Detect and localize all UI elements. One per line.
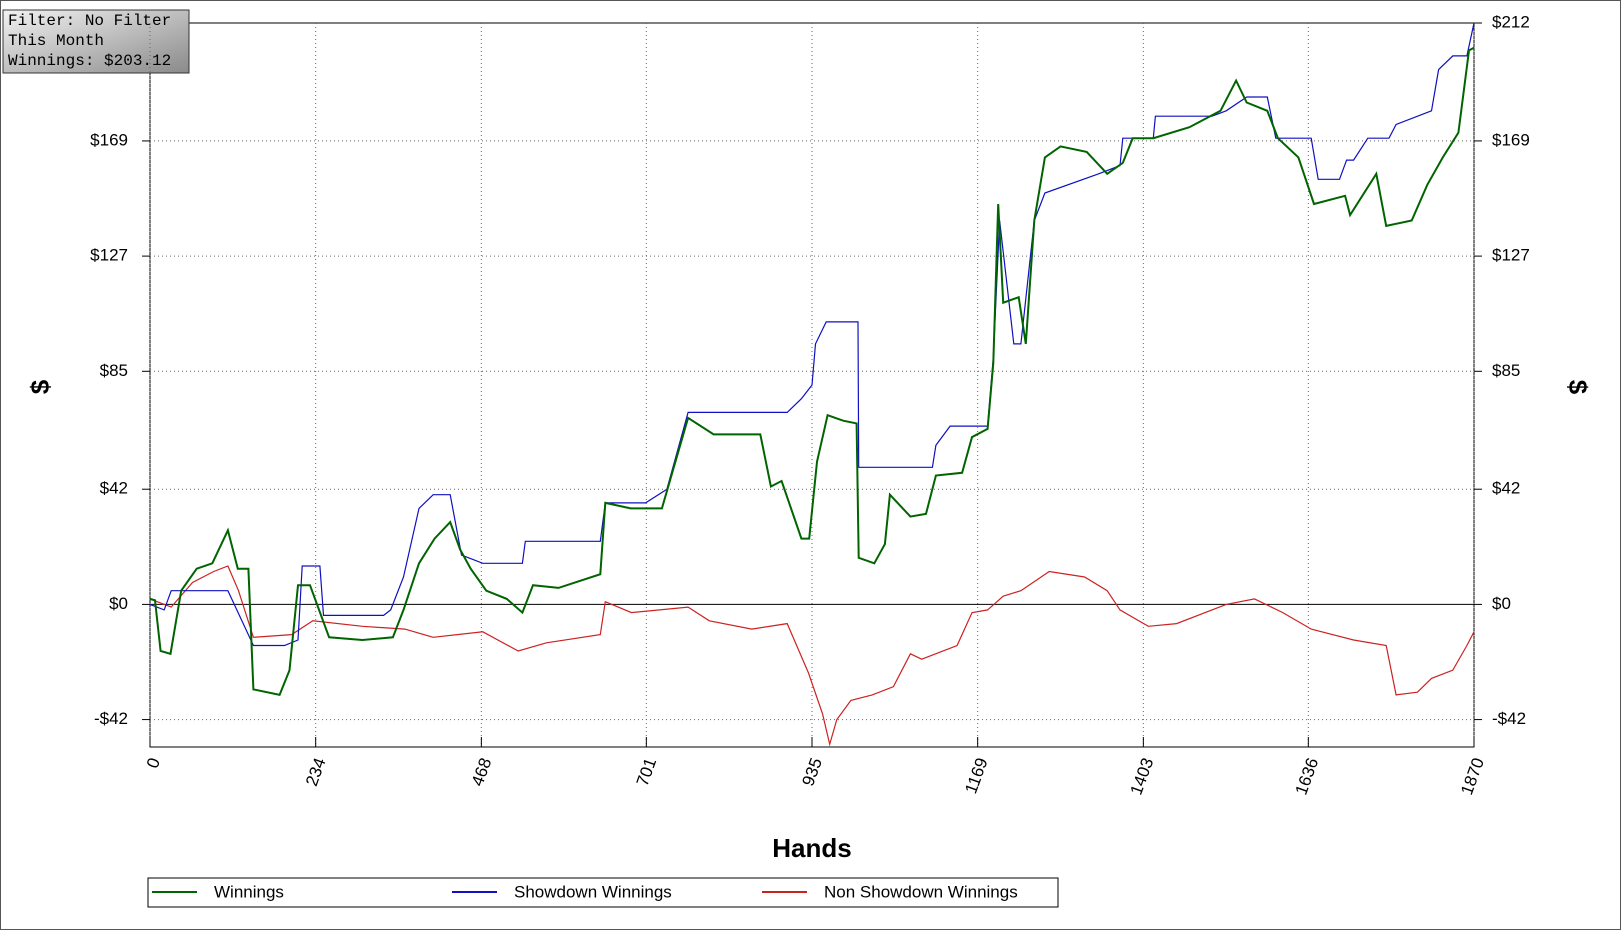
info-box: Filter: No Filter This Month Winnings: $…: [2, 9, 190, 74]
legend: [147, 877, 1059, 908]
legend-label: Non Showdown Winnings: [824, 882, 1018, 901]
y-tick-label: $169: [90, 130, 128, 149]
legend-label: Showdown Winnings: [514, 882, 672, 901]
y-tick-label: $0: [109, 594, 128, 613]
legend-label: Winnings: [214, 882, 284, 901]
y2-axis-label: $: [1563, 380, 1593, 395]
y2-tick-label: $212: [1492, 12, 1530, 31]
series-line: [149, 46, 1475, 697]
y2-tick-label: -$42: [1492, 709, 1526, 728]
y2-tick-label: $169: [1492, 130, 1530, 149]
y-tick-label: $127: [90, 246, 128, 265]
info-line: Winnings: $203.12: [8, 52, 171, 70]
y2-tick-label: $42: [1492, 479, 1520, 498]
series-line: [149, 565, 1475, 747]
info-line: This Month: [8, 32, 104, 50]
y-axis-label: $: [25, 379, 55, 394]
y-tick-label: -$42: [94, 709, 128, 728]
info-box-bg: [2, 9, 190, 74]
y2-tick-label: $127: [1492, 246, 1530, 265]
y-tick-label: $85: [100, 361, 128, 380]
y2-tick-label: $0: [1492, 594, 1511, 613]
x-axis-label: Hands: [772, 833, 851, 863]
info-line: Filter: No Filter: [8, 12, 171, 30]
series-line: [149, 22, 1475, 647]
y-tick-label: $42: [100, 479, 128, 498]
y2-tick-label: $85: [1492, 361, 1520, 380]
